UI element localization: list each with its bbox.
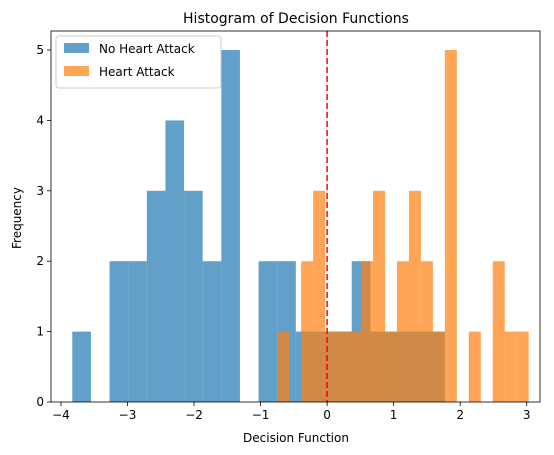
x-tick-label: 2	[456, 408, 464, 422]
x-axis-label: Decision Function	[243, 431, 349, 445]
histogram-bar-no-heart-attack	[184, 191, 203, 402]
histogram-bar-no-heart-attack	[165, 120, 184, 402]
histogram-bar-heart-attack	[409, 191, 421, 402]
histogram-bar-heart-attack	[301, 261, 313, 402]
x-tick-label: −3	[119, 408, 137, 422]
x-axis-ticks: −4 −3 −2 −1 0 1 2 3	[52, 402, 530, 422]
y-tick-label: 3	[36, 184, 44, 198]
histogram-bar-heart-attack	[433, 332, 445, 402]
histogram-bar-heart-attack	[337, 332, 349, 402]
histogram-bar-heart-attack	[493, 261, 505, 402]
histogram-bar-heart-attack	[445, 50, 457, 402]
histogram-bar-heart-attack	[421, 261, 433, 402]
chart-title: Histogram of Decision Functions	[183, 11, 409, 27]
histogram-bar-no-heart-attack	[203, 261, 222, 402]
histogram-bar-heart-attack	[397, 261, 409, 402]
x-tick-label: −2	[185, 408, 203, 422]
histogram-bar-heart-attack	[313, 191, 325, 402]
histogram-bar-no-heart-attack	[128, 261, 147, 402]
histogram-bar-heart-attack	[349, 332, 361, 402]
x-tick-label: 0	[323, 408, 331, 422]
histogram-bar-heart-attack	[517, 332, 529, 402]
y-axis-label: Frequency	[10, 187, 24, 249]
y-tick-label: 5	[36, 43, 44, 57]
y-axis-ticks: 0 1 2 3 4 5	[36, 43, 51, 409]
legend-swatch-heart-attack	[64, 66, 89, 76]
histogram-bar-heart-attack	[385, 332, 397, 402]
histogram-bar-no-heart-attack	[259, 261, 278, 402]
y-tick-label: 2	[36, 254, 44, 268]
legend-swatch-no-heart-attack	[64, 43, 89, 53]
x-tick-label: 3	[523, 408, 531, 422]
x-tick-label: 1	[390, 408, 398, 422]
y-tick-label: 1	[36, 325, 44, 339]
y-tick-label: 4	[36, 113, 44, 127]
x-tick-label: −1	[252, 408, 270, 422]
histogram-bar-heart-attack	[469, 332, 481, 402]
legend: No Heart Attack Heart Attack	[56, 36, 221, 88]
histogram-bar-heart-attack	[373, 191, 385, 402]
histogram-bar-heart-attack	[505, 332, 517, 402]
histogram-bar-heart-attack	[277, 332, 289, 402]
histogram-bar-no-heart-attack	[147, 191, 166, 402]
histogram-bar-heart-attack	[361, 261, 373, 402]
legend-label-heart-attack: Heart Attack	[99, 65, 175, 79]
histogram-bar-no-heart-attack	[110, 261, 129, 402]
legend-label-no-heart-attack: No Heart Attack	[99, 42, 195, 56]
bars	[72, 50, 528, 402]
histogram-bar-no-heart-attack	[72, 332, 91, 402]
histogram-bar-no-heart-attack	[221, 50, 240, 402]
x-tick-label: −4	[52, 408, 70, 422]
y-tick-label: 0	[36, 395, 44, 409]
